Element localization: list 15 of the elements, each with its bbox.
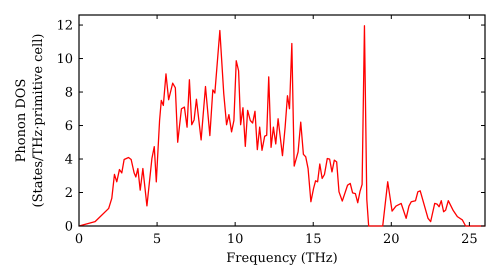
y-tick-label: 6 [64, 119, 73, 134]
x-axis-title: Frequency (THz) [226, 251, 338, 266]
x-tick-label: 25 [461, 232, 478, 247]
y-tick-label: 0 [64, 220, 73, 235]
y-tick-label: 2 [64, 186, 73, 202]
y-tick-label: 8 [64, 86, 73, 101]
y-tick-label: 12 [56, 18, 73, 34]
x-tick-label: 5 [152, 232, 162, 247]
x-tick-label: 0 [74, 232, 84, 247]
y-tick-label: 4 [64, 152, 73, 168]
x-tick-label: 20 [383, 232, 400, 247]
y-axis-title: Phonon DOS (States/THz·primitive cell) [14, 33, 46, 208]
x-tick-label: 15 [304, 232, 322, 247]
x-tick-label: 10 [226, 232, 244, 247]
y-tick-label: 10 [56, 52, 73, 68]
